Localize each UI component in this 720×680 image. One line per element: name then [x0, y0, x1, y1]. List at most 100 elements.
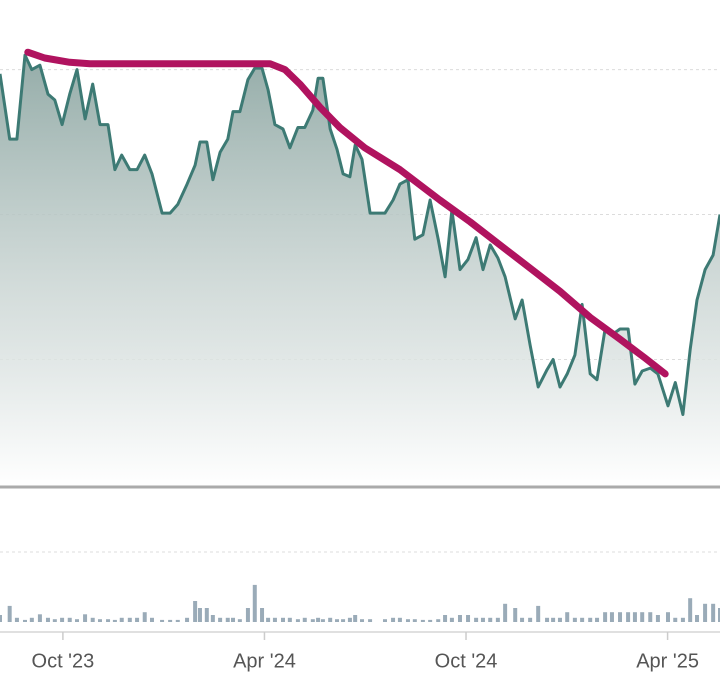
- volume-bar: [320, 619, 325, 622]
- volume-bar: [680, 617, 685, 622]
- volume-bar: [272, 617, 277, 622]
- price-line: [0, 53, 720, 416]
- volume-bar: [449, 617, 454, 622]
- volume-bar: [536, 605, 541, 622]
- volume-bar: [443, 615, 448, 622]
- volume-bar: [112, 619, 117, 622]
- volume-bar: [7, 605, 12, 622]
- volume-bar: [0, 615, 2, 622]
- volume-bar: [640, 612, 645, 622]
- volume-bar: [347, 617, 352, 622]
- volume-bar: [436, 619, 441, 622]
- volume-bar: [335, 619, 340, 622]
- trend-line: [24, 48, 669, 378]
- volume-bar: [520, 617, 525, 622]
- volume-bar: [74, 619, 79, 622]
- volume-bar: [528, 617, 533, 622]
- volume-bar: [260, 608, 265, 622]
- x-tick-label: Apr '24: [233, 650, 296, 672]
- volume-bar: [149, 617, 154, 622]
- volume-bar: [428, 619, 433, 622]
- volume-bar: [665, 612, 670, 622]
- volume-bar: [193, 601, 198, 622]
- volume-bar: [127, 617, 132, 622]
- volume-bar: [695, 615, 700, 622]
- volume-bar: [626, 612, 631, 622]
- volume-bar: [37, 614, 42, 622]
- volume-bar: [287, 617, 292, 622]
- volume-bar: [420, 619, 425, 622]
- volume-bar: [328, 617, 333, 622]
- volume-bar: [382, 619, 387, 622]
- volume-bar: [353, 615, 358, 622]
- volume-bar: [302, 617, 307, 622]
- volume-bar: [703, 603, 708, 622]
- volume-bar: [503, 603, 508, 622]
- volume-bar: [218, 617, 223, 622]
- volume-bar: [688, 598, 693, 622]
- volume-bar: [60, 617, 65, 622]
- volume-bar: [29, 617, 34, 622]
- volume-bar: [572, 617, 577, 622]
- volume-bar: [142, 612, 147, 622]
- volume-bar: [412, 619, 417, 622]
- area-fill: [0, 55, 720, 487]
- volume-bar: [106, 619, 111, 622]
- volume-bar: [52, 619, 57, 622]
- volume-bar: [204, 608, 209, 622]
- volume-bar: [405, 619, 410, 622]
- x-tick-label: Apr '25: [636, 650, 699, 672]
- volume-bar: [368, 619, 373, 622]
- volume-bar: [83, 614, 88, 622]
- volume-bar: [295, 619, 300, 622]
- volume-bar: [603, 612, 608, 622]
- volume-bar: [466, 615, 471, 622]
- volume-bar: [397, 617, 402, 622]
- volume-bar: [711, 603, 716, 622]
- volume-bar: [45, 617, 50, 622]
- volume-bar: [360, 619, 365, 622]
- volume-bar: [225, 617, 230, 622]
- volume-bar: [718, 608, 720, 622]
- volume-bar: [310, 619, 315, 622]
- volume-bar: [618, 612, 623, 622]
- volume-bar: [495, 617, 500, 622]
- volume-bar: [557, 617, 562, 622]
- volume-bar: [488, 617, 493, 622]
- volume-bar: [632, 612, 637, 622]
- volume-bar: [197, 608, 202, 622]
- volume-bar: [545, 617, 550, 622]
- volume-bar: [580, 617, 585, 622]
- volume-bar: [648, 612, 653, 622]
- volume-bar: [245, 608, 250, 622]
- volume-bar: [231, 617, 236, 622]
- volume-bar: [673, 617, 678, 622]
- x-tick-label: Oct '24: [435, 650, 498, 672]
- volume-bar: [595, 617, 600, 622]
- volume-bar: [316, 617, 321, 622]
- x-tick-label: Oct '23: [32, 650, 95, 672]
- volume-bar: [252, 584, 257, 622]
- volume-bar: [551, 617, 556, 622]
- volume-bar: [457, 615, 462, 622]
- volume-bar: [97, 619, 102, 622]
- volume-bar: [480, 617, 485, 622]
- volume-bar: [168, 619, 173, 622]
- volume-bar: [185, 617, 190, 622]
- volume-bar: [588, 617, 593, 622]
- volume-bar: [391, 617, 396, 622]
- volume-bar: [609, 612, 614, 622]
- volume-bar: [135, 617, 140, 622]
- volume-bar: [175, 619, 180, 622]
- volume-bar: [341, 619, 346, 622]
- volume-bar: [237, 619, 242, 622]
- volume-bar: [160, 619, 165, 622]
- volume-bar: [513, 608, 518, 622]
- volume-bar: [655, 615, 660, 622]
- volume-bar: [119, 617, 124, 622]
- volume-bar: [266, 617, 271, 622]
- volume-bar: [90, 617, 95, 622]
- volume-bar: [22, 619, 27, 622]
